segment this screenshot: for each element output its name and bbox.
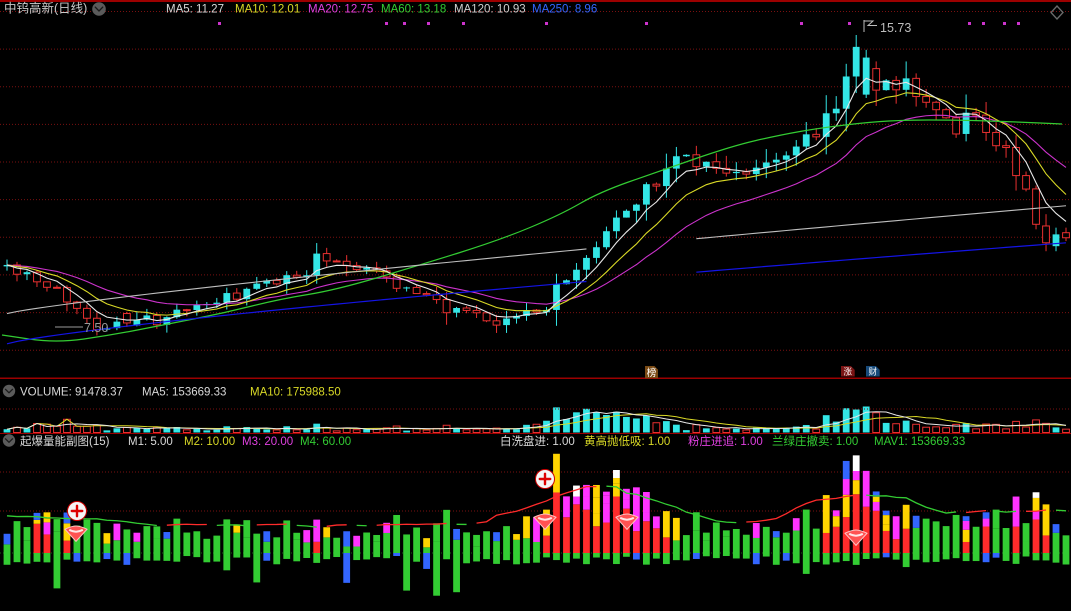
svg-text:15.73: 15.73: [880, 21, 911, 35]
svg-text:MA5: 11.27: MA5: 11.27: [166, 4, 224, 16]
svg-text:白洗盘进: 1.00: 白洗盘进: 1.00: [500, 434, 575, 448]
svg-text:兰绿庄撤卖: 1.00: 兰绿庄撤卖: 1.00: [772, 434, 858, 448]
svg-text:MA60: 13.18: MA60: 13.18: [381, 4, 446, 16]
svg-text:M3: 20.00: M3: 20.00: [242, 436, 293, 448]
svg-text:黄高抛低吸: 1.00: 黄高抛低吸: 1.00: [584, 434, 670, 448]
svg-text:MA120: 10.93: MA120: 10.93: [454, 4, 526, 16]
svg-text:MA10: 12.01: MA10: 12.01: [235, 4, 300, 16]
svg-text:M2: 10.00: M2: 10.00: [184, 436, 235, 448]
svg-text:MA20: 12.75: MA20: 12.75: [308, 4, 373, 16]
svg-text:涨: 涨: [844, 366, 853, 376]
svg-text:MAV1: 153669.33: MAV1: 153669.33: [874, 436, 965, 448]
svg-text:M1: 5.00: M1: 5.00: [128, 436, 173, 448]
svg-text:财: 财: [869, 366, 877, 376]
svg-text:中钨高新(日线): 中钨高新(日线): [4, 1, 87, 16]
svg-text:MA5: 153669.33: MA5: 153669.33: [142, 387, 226, 399]
svg-text:MA10: 175988.50: MA10: 175988.50: [250, 387, 341, 399]
svg-text:粉庄进追: 1.00: 粉庄进追: 1.00: [688, 434, 763, 448]
svg-text:起爆量能副图(15): 起爆量能副图(15): [20, 434, 110, 448]
svg-text:7.50: 7.50: [84, 321, 108, 335]
svg-text:M4: 60.00: M4: 60.00: [300, 436, 351, 448]
svg-text:VOLUME: 91478.37: VOLUME: 91478.37: [20, 387, 123, 399]
svg-text:榜: 榜: [647, 366, 657, 379]
svg-text:MA250: 8.96: MA250: 8.96: [532, 4, 597, 16]
